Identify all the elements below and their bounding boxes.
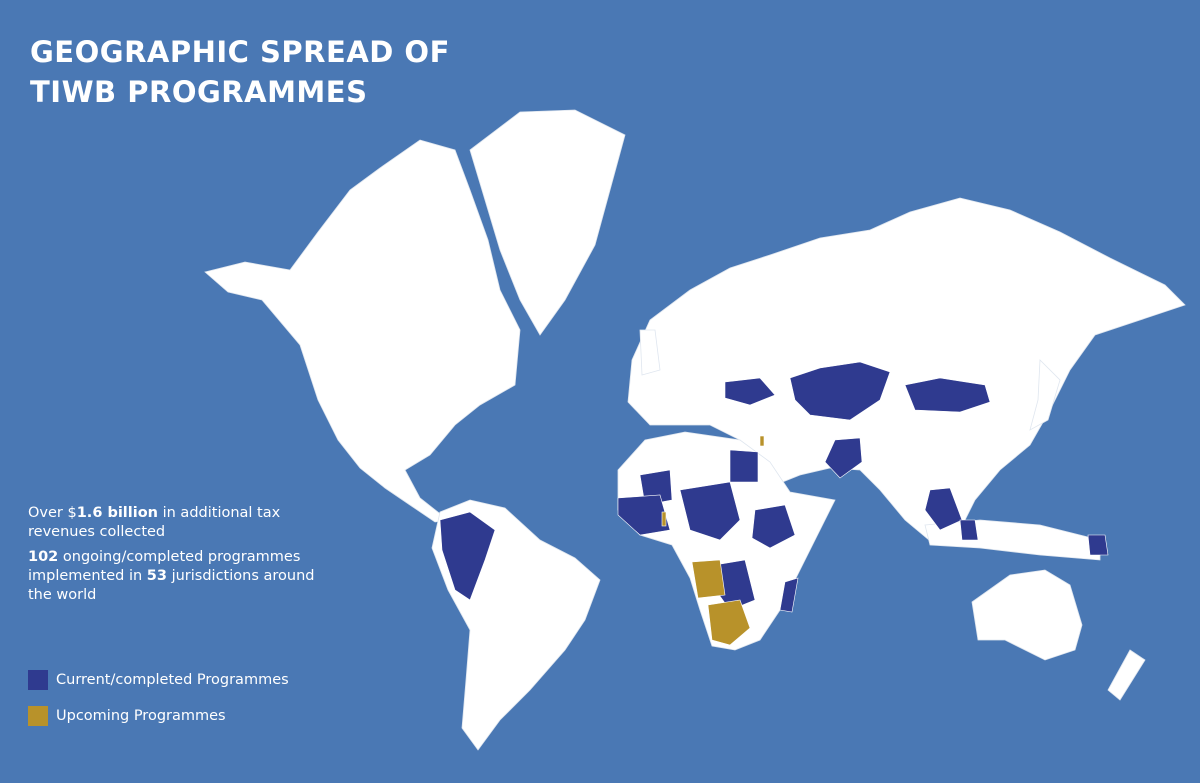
title-line: GEOGRAPHIC SPREAD OF <box>30 35 450 69</box>
stat-text: jurisdictions around the world <box>28 568 315 603</box>
new-zealand <box>1107 649 1146 701</box>
region <box>724 377 776 406</box>
legend-swatch <box>28 670 48 690</box>
region <box>904 377 991 413</box>
region <box>924 487 963 531</box>
stat: Over $1.6 billion in additional tax reve… <box>28 504 328 542</box>
stat-text: in additional tax revenues collected <box>28 505 281 540</box>
current-regions <box>439 361 1109 613</box>
stats: Over $1.6 billion in additional tax reve… <box>28 504 328 611</box>
region <box>751 504 796 549</box>
region <box>729 449 759 483</box>
japan <box>1029 359 1061 431</box>
region <box>779 577 799 613</box>
stat-text: Over $ <box>28 505 77 521</box>
title: GEOGRAPHIC SPREAD OF TIWB PROGRAMMES <box>30 32 450 112</box>
stat-text: ongoing/completed programmes implemented… <box>28 549 301 584</box>
title-line: TIWB PROGRAMMES <box>30 75 368 109</box>
legend-item: Current/completed Programmes <box>28 670 289 690</box>
stat: 102 ongoing/completed programmes impleme… <box>28 548 328 605</box>
region <box>759 435 765 447</box>
region <box>959 519 979 541</box>
region <box>707 599 751 646</box>
legend: Current/completed Programmes Upcoming Pro… <box>28 670 289 742</box>
greenland <box>469 109 626 336</box>
region <box>824 437 863 479</box>
legend-label: Upcoming Programmes <box>56 708 226 724</box>
region <box>617 494 671 536</box>
upcoming-regions <box>661 435 765 646</box>
north-america <box>204 139 521 523</box>
indonesia <box>924 519 1101 561</box>
region <box>679 481 741 541</box>
stat-text: 1.6 billion <box>76 505 158 521</box>
region <box>439 511 496 601</box>
region <box>691 559 726 599</box>
region <box>789 361 891 421</box>
legend-swatch <box>28 706 48 726</box>
legend-item: Upcoming Programmes <box>28 706 289 726</box>
region <box>661 511 667 527</box>
stat-text: 53 <box>146 568 167 584</box>
region <box>1087 534 1109 556</box>
legend-label: Current/completed Programmes <box>56 672 289 688</box>
uk <box>639 329 661 376</box>
australia <box>971 569 1083 661</box>
stat-text: 102 <box>28 549 59 565</box>
